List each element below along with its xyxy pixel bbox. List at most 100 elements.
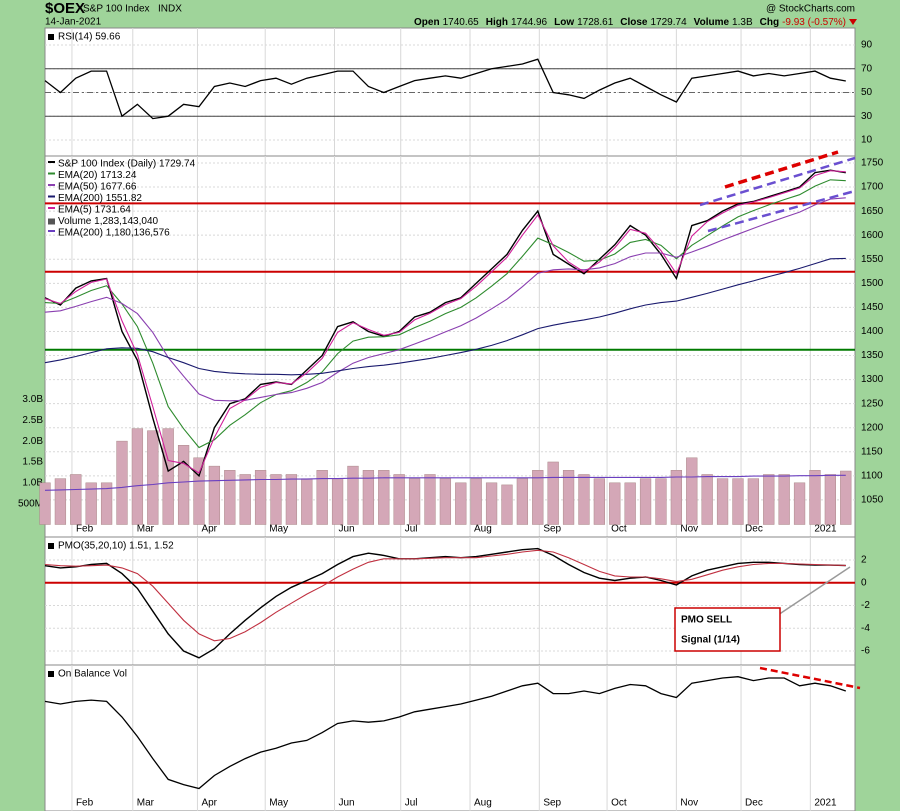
panel: Feb Mar Apr May Jun Jul Aug Sep Oct Nov Dec 2021 105… [18, 155, 884, 538]
watermark: @ StockCharts.com [766, 4, 855, 15]
y-tick-label: 50 [861, 87, 873, 98]
volume-bar [208, 465, 221, 525]
exchange: INDX [158, 4, 182, 15]
quote-label: Low [554, 17, 574, 28]
title-icon [48, 34, 54, 40]
volume-bar [285, 474, 298, 525]
legend-entry: Volume 1,283,143,040 [58, 216, 159, 227]
volume-bar [393, 474, 405, 525]
x-tick-label: 2021 [814, 798, 837, 809]
annotation: PMO SELL [681, 615, 732, 626]
y-tick-label: 1400 [861, 326, 884, 337]
volume-bar [177, 445, 190, 525]
legend-entry: EMA(200) 1,180,136,576 [58, 228, 170, 239]
volume-bar [809, 470, 821, 525]
x-tick-label: Nov [680, 524, 698, 535]
volume-bar [39, 482, 51, 525]
symbol: $OEX [45, 0, 85, 17]
volume-bar [270, 474, 282, 525]
y-tick-label: 1100 [861, 471, 883, 482]
volume-bar [686, 457, 698, 525]
volume-bar [147, 430, 159, 525]
legend-swatch [48, 230, 55, 232]
panel: 90 70 50 30 10 RSI(14) 59.66 [44, 27, 873, 157]
x-tick-label: Jun [339, 798, 355, 809]
volume-bar [224, 470, 236, 525]
y-tick-label: 1450 [861, 302, 884, 313]
annotation-arrow [777, 566, 851, 616]
legend-entry: EMA(50) 1677.66 [58, 182, 137, 193]
x-tick-label: Jun [339, 524, 355, 535]
x-tick-label: Oct [611, 798, 627, 809]
quote-value: 1728.61 [577, 17, 614, 28]
x-tick-label: Mar [137, 798, 155, 809]
volume-bar [85, 482, 97, 525]
x-tick-label: Sep [543, 524, 561, 535]
overlay: PMO SELL Signal (1/14) [674, 150, 861, 690]
legend-swatch [48, 172, 55, 175]
volume-bar [455, 482, 467, 525]
y-tick-label: 1650 [861, 206, 884, 217]
data-line [44, 197, 846, 402]
quote-label: High [486, 17, 508, 28]
volume-bar [732, 478, 744, 525]
quote-value: 1.3B [732, 17, 753, 28]
y-tick-label: 1150 [861, 446, 883, 457]
y2-tick-label: 3.0B [22, 394, 43, 405]
y-tick-label: 10 [861, 135, 873, 146]
volume-bar [639, 478, 652, 525]
x-tick-label: Dec [745, 524, 763, 535]
volume-bar [162, 428, 174, 525]
quote-label: Chg [760, 17, 779, 28]
volume-bar [193, 457, 205, 525]
channel-line [707, 189, 856, 233]
volume-bar [378, 470, 390, 525]
x-tick-label: Apr [201, 524, 217, 535]
legend-entry: EMA(200) 1551.82 [58, 193, 142, 204]
x-tick-label: May [269, 798, 288, 809]
panel-title: PMO(35,20,10) 1.51, 1.52 [58, 541, 174, 552]
legend-swatch [48, 218, 55, 225]
volume-bar [485, 482, 498, 525]
quote-value: 1729.74 [651, 17, 688, 28]
y-tick-label: 1300 [861, 374, 884, 385]
x-tick-label: Jul [405, 524, 418, 535]
x-tick-label: Sep [543, 798, 561, 809]
y-tick-label: 1050 [861, 495, 884, 506]
panels: 90 70 50 30 10 RSI(14) 59.66 Feb Mar Apr May Jun Ju… [18, 27, 884, 811]
legend-swatch [48, 184, 55, 186]
x-tick-label: Aug [474, 524, 492, 535]
plot-area [44, 664, 856, 811]
volume-bar [532, 470, 544, 525]
volume-bar [593, 478, 606, 525]
quote-label: Volume [694, 17, 730, 28]
volume-bar [362, 470, 375, 525]
y-tick-label: 1600 [861, 230, 884, 241]
y-tick-label: 30 [861, 111, 873, 122]
x-tick-label: 2021 [814, 524, 837, 535]
volume-bar [562, 470, 575, 525]
data-line [44, 58, 846, 120]
volume-bar [716, 478, 729, 525]
annotation-box [674, 607, 781, 652]
quote: Open 1740.65 High 1744.96 Low 1728.61 Close 172… [414, 17, 846, 28]
y-tick-label: 1550 [861, 254, 884, 265]
y-tick-label: 1200 [861, 422, 884, 433]
index-name: S&P 100 Index [83, 4, 150, 15]
volume-bar [70, 474, 82, 525]
y-tick-label: 1750 [861, 158, 884, 169]
quote-value: 1744.96 [511, 17, 548, 28]
quote-value: -9.93 (-0.57%) [782, 17, 846, 28]
legend-swatch [48, 161, 55, 163]
volume-bar [424, 474, 436, 525]
volume-bar [54, 478, 67, 525]
volume-bar [655, 478, 667, 525]
volume-bar [470, 478, 482, 525]
volume-bar [301, 478, 313, 525]
x-tick-label: Dec [745, 798, 763, 809]
volume-bar [116, 440, 128, 525]
legend-entry: S&P 100 Index (Daily) 1729.74 [58, 159, 196, 170]
trend-line [724, 150, 839, 189]
